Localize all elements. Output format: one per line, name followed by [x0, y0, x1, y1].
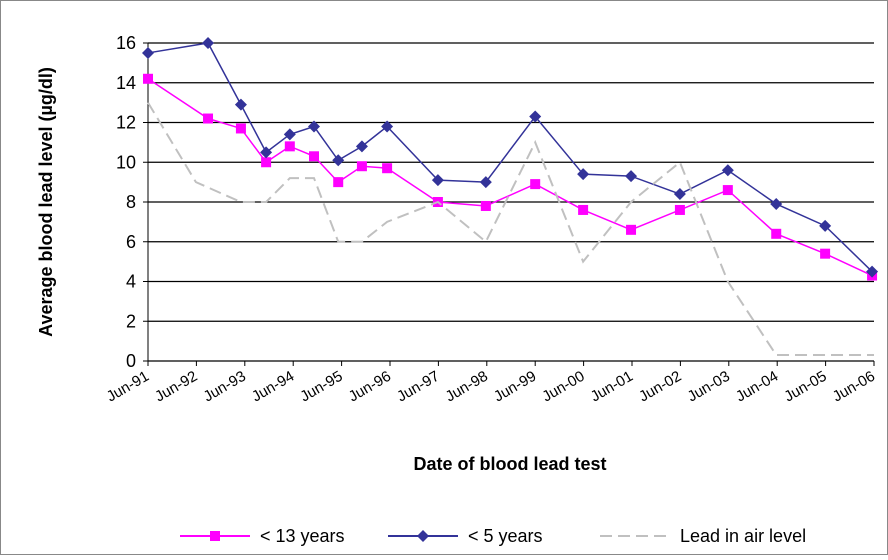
legend-label: < 13 years [260, 526, 345, 546]
y-tick-label: 16 [116, 33, 136, 53]
marker [283, 128, 296, 141]
marker [260, 146, 273, 159]
legend-label: < 5 years [468, 526, 543, 546]
marker [819, 219, 832, 232]
marker [431, 174, 444, 187]
marker [626, 224, 637, 235]
marker [530, 179, 541, 190]
legend-marker [210, 531, 220, 541]
marker [203, 113, 214, 124]
marker [722, 185, 733, 196]
legend-label: Lead in air level [680, 526, 806, 546]
marker [309, 151, 320, 162]
marker [673, 188, 686, 201]
y-tick-label: 12 [116, 113, 136, 133]
marker [261, 157, 272, 168]
y-tick-label: 0 [126, 351, 136, 371]
marker [578, 204, 589, 215]
marker [381, 120, 394, 133]
y-tick-label: 4 [126, 272, 136, 292]
marker [382, 163, 393, 174]
marker [529, 110, 542, 123]
marker [142, 46, 154, 59]
marker [235, 123, 246, 134]
marker [866, 265, 879, 278]
marker [143, 73, 153, 84]
marker [625, 170, 638, 183]
marker [308, 120, 321, 133]
marker [577, 168, 590, 181]
x-axis-title: Date of blood lead test [413, 454, 606, 474]
marker [355, 140, 368, 153]
y-tick-label: 6 [126, 232, 136, 252]
legend-marker [417, 530, 429, 542]
series-line [147, 102, 874, 357]
y-tick-label: 10 [116, 152, 136, 172]
marker [771, 228, 782, 239]
y-tick-label: 14 [116, 73, 136, 93]
marker [479, 176, 492, 189]
y-tick-label: 2 [126, 311, 136, 331]
marker [234, 98, 247, 111]
marker [202, 37, 215, 49]
marker [333, 177, 344, 188]
marker [284, 141, 295, 152]
y-axis-title: Average blood lead level (µg/dl) [36, 67, 56, 337]
y-tick-label: 8 [126, 192, 136, 212]
marker [820, 248, 831, 259]
marker [674, 204, 685, 215]
marker [480, 200, 491, 211]
marker [770, 197, 783, 210]
marker [356, 161, 367, 172]
marker [332, 154, 345, 167]
marker [721, 164, 734, 177]
